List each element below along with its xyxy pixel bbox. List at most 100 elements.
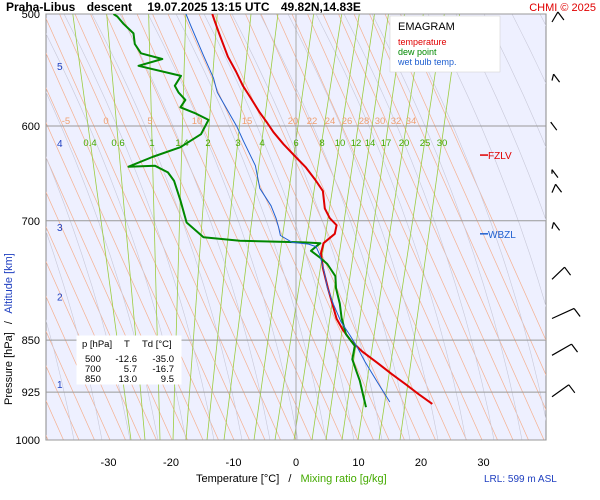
temperature-tick-label: 30 [477,457,489,469]
pressure-tick-label: 500 [22,9,40,21]
temperature-tick-label: -10 [226,457,242,469]
mixing-ratio-line [293,14,360,440]
moist-adiabat-line [539,14,546,27]
series-line [211,14,433,405]
table-row-t: 5.7 [124,364,137,375]
mixing-ratio-line [185,14,218,440]
datetime-label: 19.07.2025 13:15 UTC [147,0,269,14]
altitude-tick-label: 4 [57,139,63,150]
wind-barb-flag [564,266,572,276]
wind-barb-flag [551,169,559,178]
dry-adiabat-label: 32 [391,116,402,127]
table-header-p: p [hPa] [82,339,112,350]
dry-adiabat-label: 26 [342,116,353,127]
dry-adiabat-label: 34 [406,116,417,127]
dry-adiabat-line [276,14,467,440]
svg-text:Praha-Libus descent 19: Praha-Libus descent 19.07.2025 13:15 UTC… [6,0,361,14]
mixing-ratio-label: 17 [381,138,392,149]
level-markers: FZLV WBZL [480,151,516,241]
mixing-ratio-label: 14 [365,138,376,149]
dry-adiabat-line [353,14,545,440]
moist-adiabat-line [511,14,546,85]
wind-barb-flag [568,384,576,394]
dry-adiabat-line [291,14,483,440]
dry-adiabat-label: 0 [103,116,108,127]
legend-title: EMAGRAM [398,21,455,33]
dry-adiabat-label: 5 [147,116,152,127]
mixing-ratio-label: 3 [235,138,240,149]
wind-barb-flag [571,343,579,353]
pressure-tick-label: 700 [22,216,40,228]
x-axis-title: Temperature [°C] / Mixing ratio [g/kg] [196,473,387,485]
moist-adiabat-line [315,14,467,440]
wind-barb-flag [550,121,558,131]
fzlv-label: FZLV [488,151,512,162]
mixing-ratio-line [378,14,445,440]
temperature-tick-label: 20 [415,457,427,469]
dry-adiabat-line [400,14,546,342]
mixing-ratio-label: 20 [399,138,410,149]
dry-adiabat-line [307,14,498,440]
dry-adiabat-line [46,52,219,440]
level-table: p [hPa] T Td [°C] 500 -12.6 -35.0 700 5.… [76,335,182,385]
moist-adiabat-line [568,14,600,440]
table-header-t: T [124,339,130,350]
dry-adiabat-line [136,14,328,440]
wind-barb-flag [557,11,565,21]
dry-adiabat-line [198,14,390,440]
temperature-tick-label: 0 [293,457,299,469]
mixing-ratio-label: 1.4 [175,138,188,149]
moist-adiabat-line [287,14,439,440]
mixing-ratio-line [206,14,252,440]
altitude-tick-label: 1 [57,380,63,391]
legend-dew-point: dew point [398,47,437,57]
profile-series [112,14,433,408]
background-labels: 0.4 0.6 1 1.4 2 3 4 6 8 10 12 14 17 20 25 30-5 0 5 10 15 20 2… [62,116,448,149]
altitude-tick-label: 2 [57,293,63,304]
dry-adiabat-line [214,14,405,440]
mixing-ratio-label: 0.6 [111,138,124,149]
dry-adiabat-line [46,17,235,440]
altitude-tick-label: 3 [57,223,63,234]
credit: CHMI © 2025 [529,2,596,14]
altitude-tick-label: 5 [57,62,63,73]
moist-adiabat-line [231,14,383,440]
wind-barb-staff [551,183,557,193]
series-line [112,14,367,408]
mixing-ratio-label: 6 [293,138,298,149]
mixing-ratio-label: 2 [205,138,210,149]
dry-adiabat-line [46,330,95,440]
station-name: Praha-Libus [6,0,76,14]
mixing-ratio-line [223,14,279,440]
moist-adiabat-line [343,14,495,440]
dry-adiabat-label: 28 [359,116,370,127]
dry-adiabat-line [229,14,421,440]
moist-adiabat-line [46,319,75,440]
wind-barb-staff [551,222,555,229]
table-row-p: 850 [85,374,101,385]
table-header-td: Td [°C] [142,339,172,350]
table-row-td: -16.7 [152,364,174,375]
dry-adiabat-line [322,14,514,440]
table-row-t: -12.6 [115,354,137,365]
pressure-tick-label: 850 [22,335,40,347]
mixing-ratio-label: 4 [259,138,264,149]
dry-adiabat-label: -5 [62,116,70,127]
moist-adiabat-line [596,14,600,440]
dry-adiabat-line [121,14,312,440]
dry-adiabat-line [384,14,546,376]
dry-adiabat-line [167,14,359,440]
table-row-td: 9.5 [161,374,174,385]
moist-adiabat-line [63,14,215,440]
mixing-ratio-line [325,14,389,440]
x-axis-separator: / [288,473,292,485]
dry-adiabat-label: 24 [325,116,336,127]
legend-temperature: temperature [398,37,447,47]
dry-adiabat-line [260,14,452,440]
mixing-ratio-label: 25 [420,138,431,149]
wbzl-label: WBZL [488,230,516,241]
y-axis-title: Pressure [hPa] / Altitude [km] [3,253,15,405]
dry-adiabat-line [338,14,529,440]
mixing-ratio-line [253,14,315,440]
